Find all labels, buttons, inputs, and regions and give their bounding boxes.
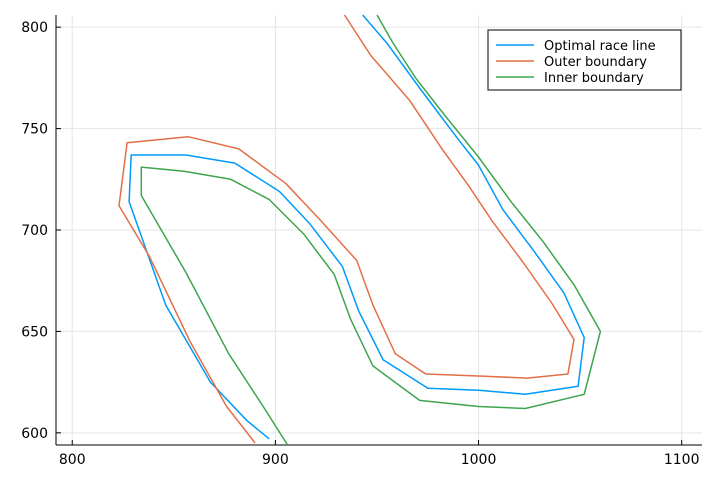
y-tick-label: 800 — [21, 20, 48, 36]
y-tick-label: 700 — [21, 223, 48, 239]
legend-label: Optimal race line — [544, 39, 656, 54]
legend-label: Outer boundary — [544, 55, 647, 70]
y-tick-label: 600 — [21, 426, 48, 442]
x-tick-label: 1100 — [664, 452, 700, 468]
series-line-outer-boundary — [118, 14, 575, 444]
series-line-inner-boundary — [140, 14, 602, 446]
grid — [56, 15, 702, 445]
x-tick-label: 1000 — [461, 452, 497, 468]
y-tick-label: 650 — [21, 324, 48, 340]
series-layer — [118, 14, 602, 446]
series-line-optimal-race-line — [128, 14, 585, 440]
x-tick-label: 900 — [262, 452, 289, 468]
legend-box — [487, 29, 682, 91]
legend-label: Inner boundary — [544, 71, 644, 86]
x-tick-label: 800 — [59, 452, 86, 468]
y-tick-label: 750 — [21, 122, 48, 138]
axes: 800 900 1000 1100 600 650 700 750 800 — [21, 15, 702, 468]
